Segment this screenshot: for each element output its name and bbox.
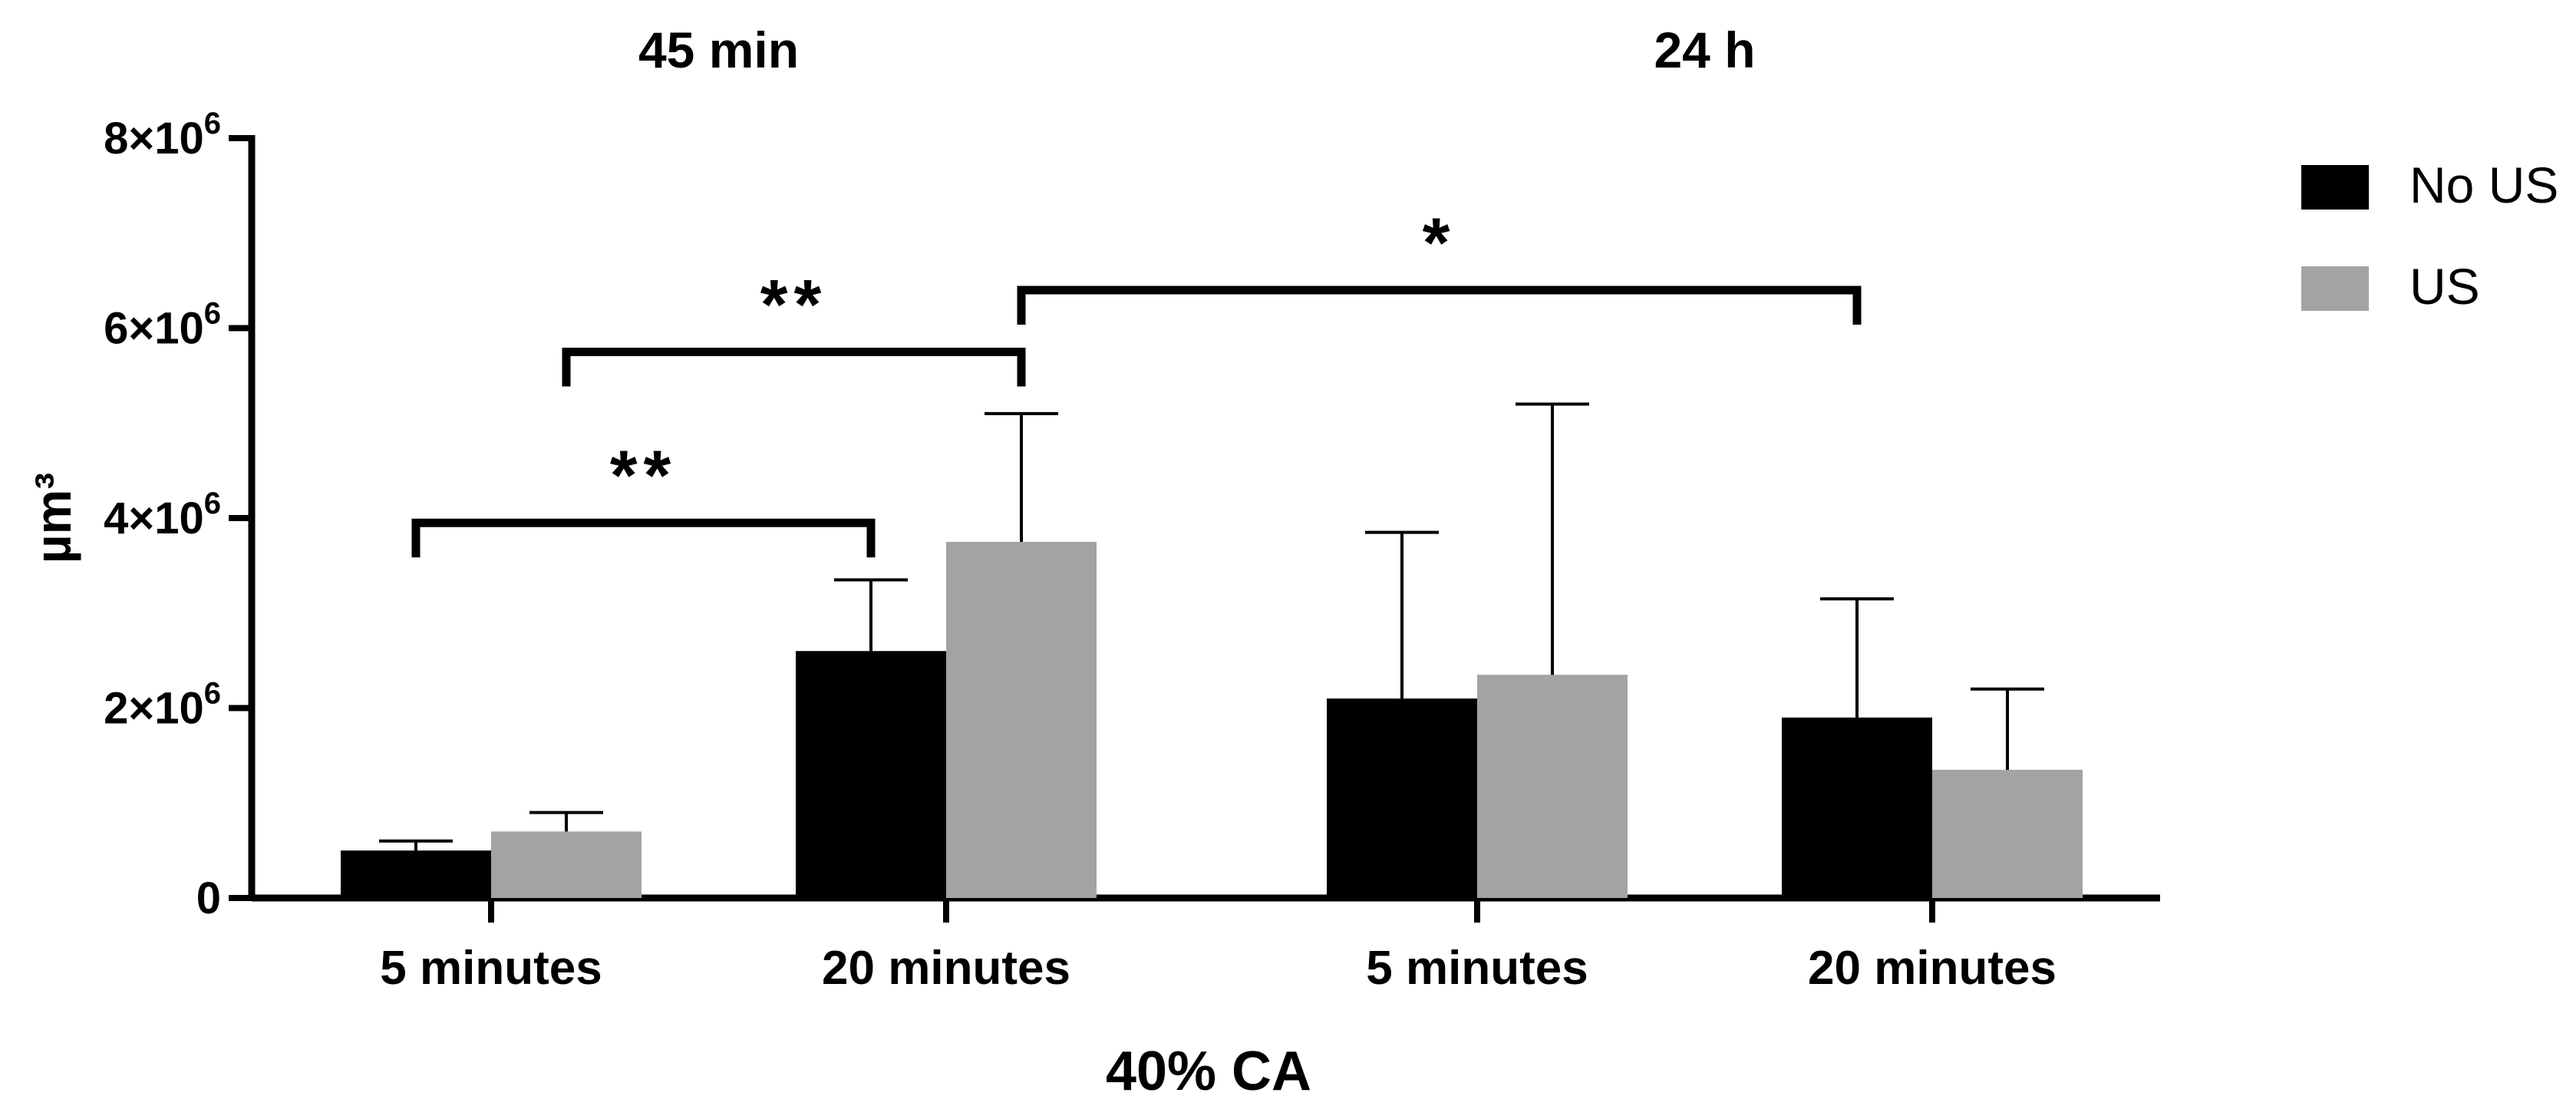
- labels: 0 2×106 4×106 6×106 8×106 5 minutes 20 minutes…: [25, 21, 2057, 1102]
- bar-no-us-1: [796, 651, 946, 898]
- x-axis-title: 40% CA: [1106, 1041, 1311, 1102]
- y-axis-title: µm³: [25, 473, 81, 564]
- significance-label: **: [760, 266, 828, 344]
- bar-us-0: [491, 831, 642, 898]
- bars: [341, 402, 2083, 898]
- bar-no-us-2: [1327, 698, 1477, 898]
- legend-label: No US: [2409, 157, 2558, 213]
- legend-swatch: [2301, 266, 2369, 311]
- group-label: 45 min: [638, 21, 799, 78]
- significance-bracket: [562, 347, 1026, 387]
- significance-bracket: [1017, 286, 1862, 325]
- x-tick-label: 5 minutes: [380, 942, 602, 995]
- bar-no-us-0: [341, 850, 491, 898]
- significance-label: **: [610, 437, 678, 515]
- legend-label: US: [2409, 258, 2480, 315]
- significance-bracket: [411, 518, 876, 558]
- bar-us-3: [1932, 769, 2083, 898]
- legend-swatch: [2301, 165, 2369, 210]
- bar-no-us-3: [1782, 717, 1932, 898]
- x-tick-label: 20 minutes: [822, 942, 1070, 995]
- x-tick-label: 5 minutes: [1366, 942, 1588, 995]
- significance-label: *: [1423, 204, 1456, 282]
- bar-us-2: [1477, 675, 1628, 898]
- group-label: 24 h: [1654, 21, 1755, 78]
- significance-annotations: *****: [411, 204, 1862, 558]
- y-tick-label: 8×106: [104, 107, 221, 163]
- legend: No US US: [2301, 157, 2558, 315]
- y-tick-label: 4×106: [104, 487, 221, 543]
- y-tick-label: 0: [196, 873, 221, 923]
- y-tick-label: 6×106: [104, 297, 221, 354]
- bar-us-1: [946, 541, 1097, 898]
- x-tick-label: 20 minutes: [1808, 942, 2057, 995]
- y-tick-label: 2×106: [104, 677, 221, 734]
